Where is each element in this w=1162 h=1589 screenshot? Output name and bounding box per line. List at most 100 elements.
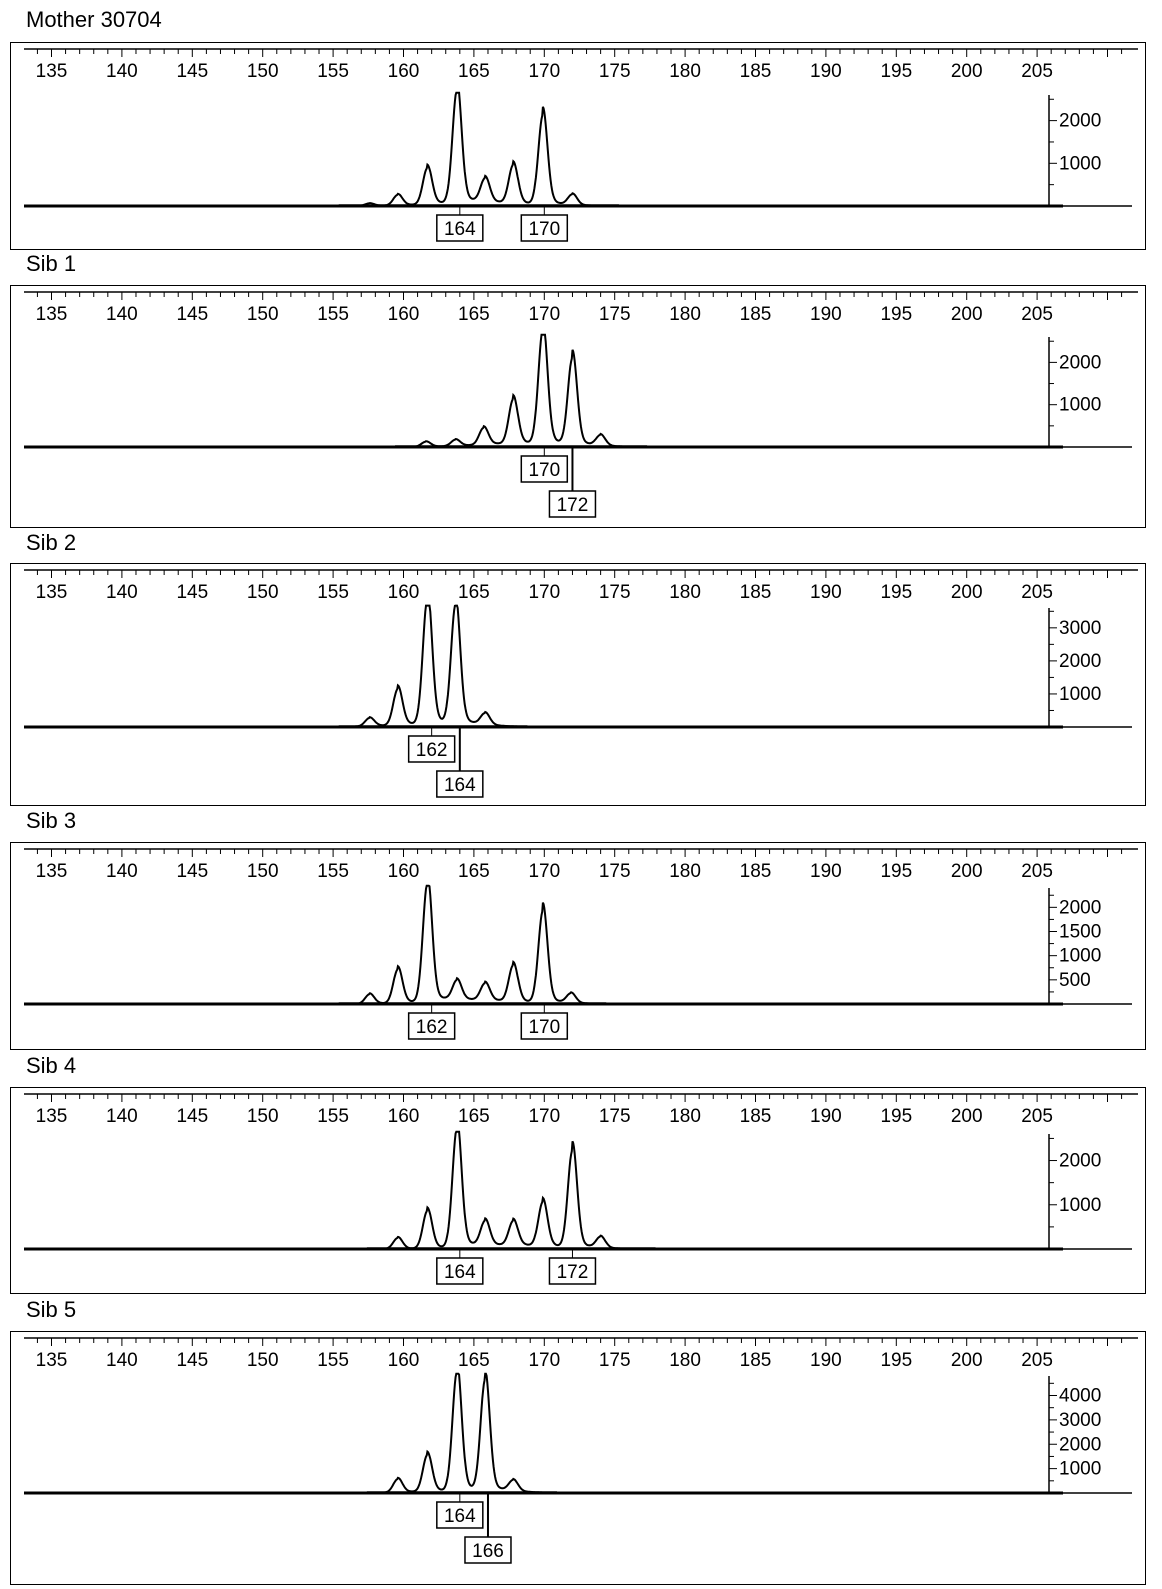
x-tick-label: 135 xyxy=(36,1350,68,1371)
x-tick-label: 175 xyxy=(599,1350,631,1371)
trace-line xyxy=(366,1372,557,1494)
y-tick-label: 2000 xyxy=(1059,651,1101,672)
allele-call-box xyxy=(436,214,484,242)
x-tick-label: 155 xyxy=(317,304,349,325)
y-tick-label: 2000 xyxy=(1059,1151,1101,1172)
x-tick-label: 195 xyxy=(880,61,912,82)
electropherogram-panel xyxy=(10,1331,1146,1585)
x-tick-label: 145 xyxy=(176,61,208,82)
x-tick-label: 180 xyxy=(669,582,701,603)
x-tick-label: 185 xyxy=(740,61,772,82)
x-tick-label: 200 xyxy=(951,304,983,325)
electropherogram-panel xyxy=(10,563,1146,806)
x-tick-label: 145 xyxy=(176,1106,208,1127)
allele-call-label: 164 xyxy=(444,775,476,796)
x-tick-label: 185 xyxy=(740,582,772,603)
allele-call-box xyxy=(520,214,569,242)
allele-call-box xyxy=(520,455,569,483)
x-tick-label: 145 xyxy=(176,861,208,882)
allele-call-box xyxy=(436,1501,484,1529)
electropherogram-panel xyxy=(10,1087,1146,1294)
y-tick-label: 2000 xyxy=(1059,352,1101,373)
x-tick-label: 135 xyxy=(36,61,68,82)
y-tick-label: 3000 xyxy=(1059,618,1101,639)
allele-call-box xyxy=(548,1257,597,1285)
allele-call-box xyxy=(436,1257,484,1285)
x-tick-label: 165 xyxy=(458,304,490,325)
x-tick-label: 175 xyxy=(599,1106,631,1127)
x-tick-label: 175 xyxy=(599,61,631,82)
x-tick-label: 185 xyxy=(740,1350,772,1371)
x-tick-label: 180 xyxy=(669,304,701,325)
x-tick-label: 150 xyxy=(247,861,279,882)
x-tick-label: 160 xyxy=(388,1106,420,1127)
allele-call-label: 172 xyxy=(557,495,589,516)
x-tick-label: 165 xyxy=(458,1350,490,1371)
x-tick-label: 155 xyxy=(317,1106,349,1127)
allele-call-label: 166 xyxy=(472,1541,504,1562)
panel-title: Sib 5 xyxy=(26,1297,77,1322)
electropherogram-panel xyxy=(10,842,1146,1050)
x-tick-label: 175 xyxy=(599,582,631,603)
x-tick-label: 205 xyxy=(1021,861,1053,882)
x-tick-label: 140 xyxy=(106,1106,138,1127)
x-tick-label: 190 xyxy=(810,861,842,882)
x-tick-label: 190 xyxy=(810,582,842,603)
allele-call-label: 162 xyxy=(416,1017,448,1038)
panel-title: Sib 4 xyxy=(26,1053,77,1078)
x-tick-label: 165 xyxy=(458,61,490,82)
panel-title: Mother 30704 xyxy=(26,7,162,32)
x-tick-label: 200 xyxy=(951,861,983,882)
allele-call-box xyxy=(436,770,484,798)
allele-call-label: 164 xyxy=(444,219,476,240)
x-tick-label: 180 xyxy=(669,1106,701,1127)
x-tick-label: 150 xyxy=(247,304,279,325)
x-tick-label: 160 xyxy=(388,861,420,882)
y-tick-label: 4000 xyxy=(1059,1386,1101,1407)
x-tick-label: 190 xyxy=(810,304,842,325)
electropherogram-panel xyxy=(10,285,1146,528)
y-tick-label: 1000 xyxy=(1059,684,1101,705)
y-tick-label: 2000 xyxy=(1059,111,1101,132)
allele-call-label: 170 xyxy=(528,1017,560,1038)
x-tick-label: 205 xyxy=(1021,1106,1053,1127)
x-tick-label: 155 xyxy=(317,61,349,82)
x-tick-label: 175 xyxy=(599,304,631,325)
x-tick-label: 155 xyxy=(317,582,349,603)
y-tick-label: 1500 xyxy=(1059,922,1101,943)
x-tick-label: 165 xyxy=(458,861,490,882)
x-tick-label: 155 xyxy=(317,861,349,882)
x-tick-label: 200 xyxy=(951,1106,983,1127)
x-tick-label: 155 xyxy=(317,1350,349,1371)
x-tick-label: 185 xyxy=(740,861,772,882)
x-tick-label: 135 xyxy=(36,582,68,603)
y-tick-label: 2000 xyxy=(1059,1434,1101,1455)
x-tick-label: 200 xyxy=(951,1350,983,1371)
x-tick-label: 140 xyxy=(106,61,138,82)
allele-call-label: 172 xyxy=(557,1262,589,1283)
y-tick-label: 1000 xyxy=(1059,1459,1101,1480)
x-tick-label: 205 xyxy=(1021,61,1053,82)
y-tick-label: 2000 xyxy=(1059,897,1101,918)
x-tick-label: 195 xyxy=(880,1350,912,1371)
x-tick-label: 160 xyxy=(388,304,420,325)
x-tick-label: 135 xyxy=(36,1106,68,1127)
allele-call-label: 162 xyxy=(416,740,448,761)
x-tick-label: 145 xyxy=(176,304,208,325)
x-tick-label: 180 xyxy=(669,61,701,82)
allele-call-label: 170 xyxy=(528,460,560,481)
x-tick-label: 150 xyxy=(247,1350,279,1371)
x-tick-label: 140 xyxy=(106,582,138,603)
allele-call-label: 164 xyxy=(444,1506,476,1527)
x-tick-label: 160 xyxy=(388,61,420,82)
y-tick-label: 500 xyxy=(1059,970,1091,991)
x-tick-label: 160 xyxy=(388,582,420,603)
x-tick-label: 135 xyxy=(36,861,68,882)
x-tick-label: 180 xyxy=(669,1350,701,1371)
panel-title: Sib 1 xyxy=(26,251,77,276)
y-tick-label: 1000 xyxy=(1059,395,1101,416)
y-tick-label: 1000 xyxy=(1059,1195,1101,1216)
